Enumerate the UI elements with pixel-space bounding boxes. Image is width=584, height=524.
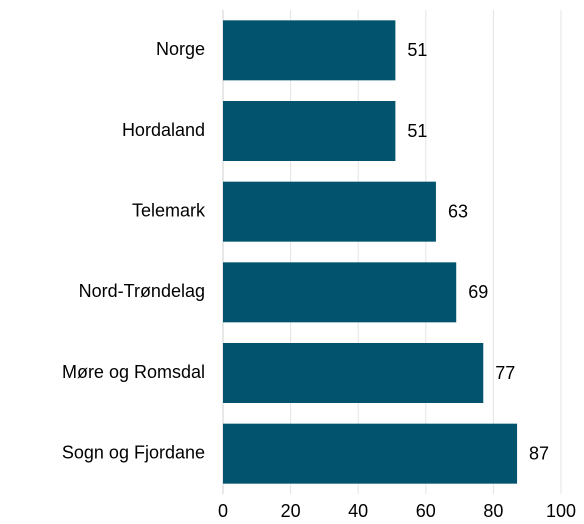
bar xyxy=(223,423,518,484)
bar xyxy=(223,343,484,403)
y-tick-label: Sogn og Fjordane xyxy=(62,442,205,462)
bar xyxy=(223,20,396,81)
bar xyxy=(223,262,457,323)
data-label: 77 xyxy=(495,363,515,383)
y-tick-label: Norge xyxy=(156,39,205,59)
data-label: 51 xyxy=(407,40,427,60)
x-tick-label: 20 xyxy=(281,501,301,521)
x-tick-label: 0 xyxy=(218,501,228,521)
y-tick-label: Nord-Trøndelag xyxy=(79,281,205,301)
x-tick-label: 40 xyxy=(348,501,368,521)
data-label: 87 xyxy=(529,443,549,463)
data-label: 69 xyxy=(468,282,488,302)
bar xyxy=(223,101,396,161)
x-tick-label: 80 xyxy=(483,501,503,521)
y-tick-label: Møre og Romsdal xyxy=(62,362,205,382)
y-tick-label: Hordaland xyxy=(122,120,205,140)
y-tick-label: Telemark xyxy=(132,200,206,220)
x-tick-label: 100 xyxy=(546,501,576,521)
data-label: 63 xyxy=(448,201,468,221)
x-tick-label: 60 xyxy=(416,501,436,521)
data-label: 51 xyxy=(407,121,427,141)
bar xyxy=(223,181,436,242)
